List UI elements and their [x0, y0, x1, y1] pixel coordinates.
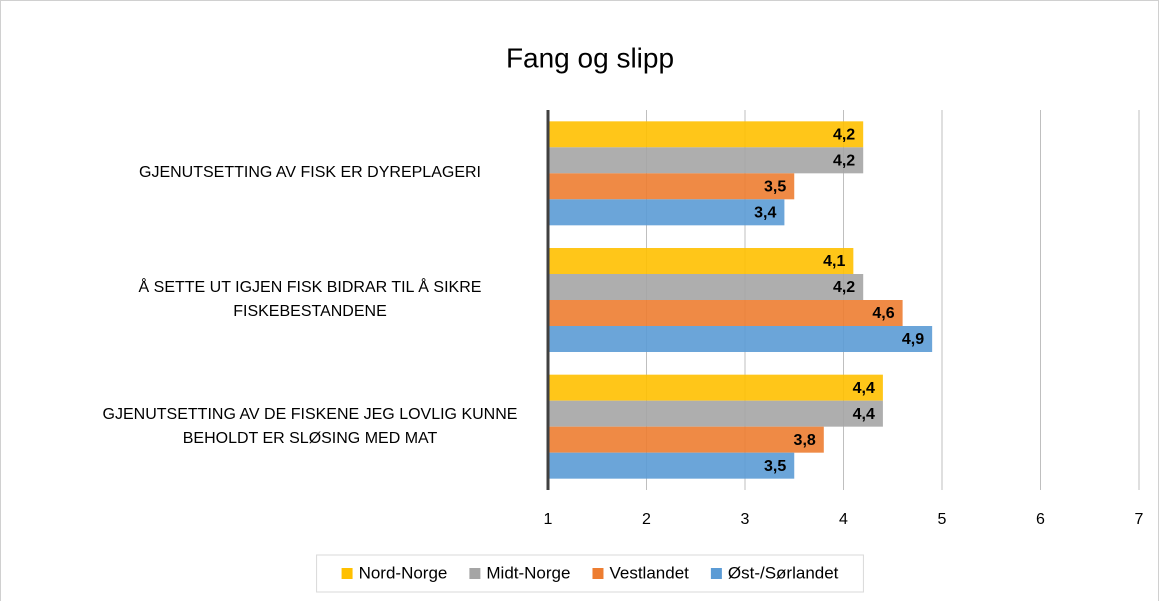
- bar: [548, 452, 795, 479]
- value-label: 4,9: [902, 331, 924, 348]
- legend-label: Midt-Norge: [486, 563, 570, 582]
- value-label: 4,2: [833, 153, 855, 170]
- x-tick-label: 1: [544, 511, 553, 528]
- value-label: 4,1: [823, 253, 845, 270]
- value-label: 4,4: [853, 380, 875, 397]
- legend-label: Øst-/Sørlandet: [728, 563, 839, 582]
- chart-title: Fang og slipp: [506, 42, 674, 73]
- value-label: 4,2: [833, 279, 855, 296]
- legend-swatch: [469, 568, 481, 579]
- x-tick-label: 5: [938, 511, 947, 528]
- legend-label: Vestlandet: [609, 563, 689, 582]
- y-tick-label: Å SETTE UT IGJEN FISK BIDRAR TIL Å SIKRE…: [138, 279, 482, 320]
- x-tick-label: 6: [1036, 511, 1045, 528]
- bar: [548, 121, 864, 148]
- bar: [548, 274, 864, 300]
- legend-label: Nord-Norge: [359, 563, 448, 582]
- bar: [548, 400, 883, 427]
- bar: [548, 300, 903, 326]
- x-tick-label: 2: [642, 511, 651, 528]
- legend-box: [316, 554, 864, 593]
- value-label: 4,6: [872, 305, 894, 322]
- x-tick-label: 7: [1135, 511, 1144, 528]
- y-tick-label: GJENUTSETTING AV DE FISKENE JEG LOVLIG K…: [102, 405, 518, 447]
- bar: [548, 173, 795, 200]
- legend-swatch: [592, 568, 604, 579]
- y-tick-label: GJENUTSETTING AV FISK ER DYREPLAGERI: [139, 164, 481, 182]
- bar: [548, 426, 824, 453]
- legend-swatch: [341, 568, 353, 579]
- value-label: 3,8: [794, 432, 816, 449]
- bar: [548, 374, 883, 401]
- legend-swatch: [710, 568, 722, 579]
- bar: [548, 147, 864, 174]
- value-label: 3,4: [754, 205, 776, 222]
- value-label: 3,5: [764, 179, 786, 196]
- x-tick-label: 4: [839, 511, 848, 528]
- bar: [548, 199, 785, 226]
- bar: [548, 248, 854, 274]
- value-label: 4,4: [853, 406, 875, 423]
- x-tick-label: 3: [741, 511, 750, 528]
- value-label: 3,5: [764, 458, 786, 475]
- bar: [548, 326, 933, 352]
- value-label: 4,2: [833, 127, 855, 144]
